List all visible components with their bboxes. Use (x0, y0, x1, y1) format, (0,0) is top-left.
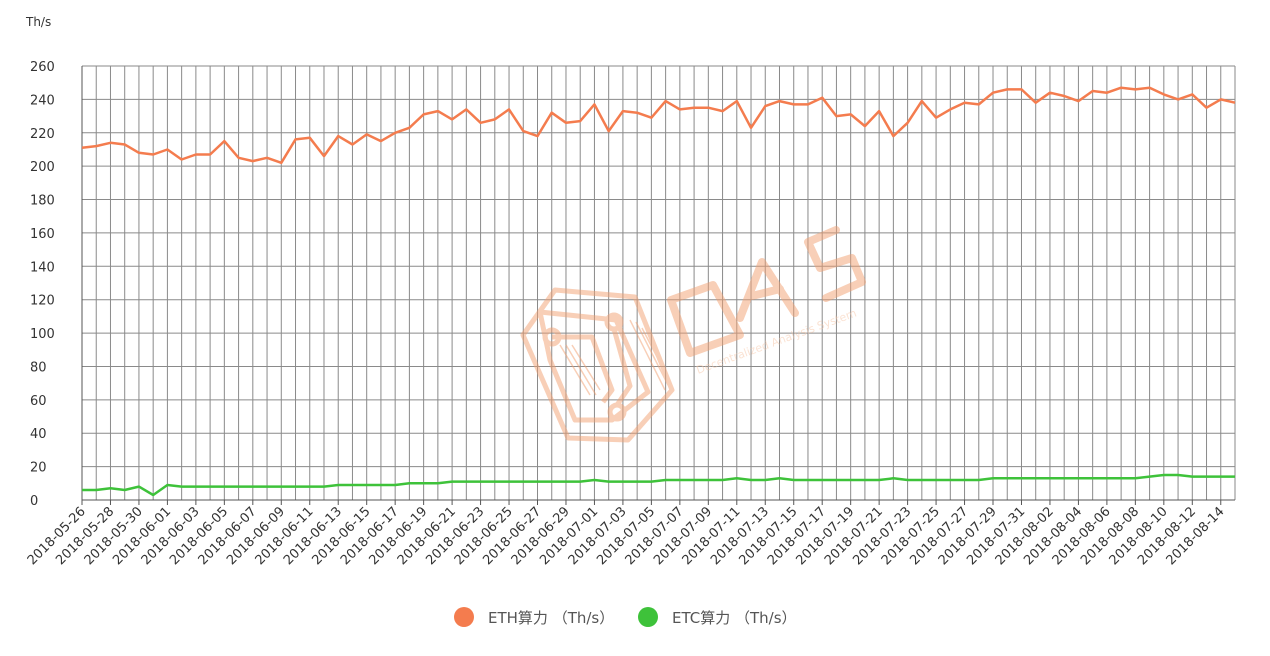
series-lines (81, 86, 1236, 497)
das-logo-icon (520, 287, 675, 443)
series-line-etc (82, 473, 1235, 497)
das-watermark: Decentralized Analysis System (520, 226, 866, 443)
y-tick-label: 140 (30, 260, 55, 275)
legend-label-etc[interactable]: ETC算力 （Th/s） (672, 609, 797, 627)
legend-label-eth[interactable]: ETH算力 （Th/s） (488, 609, 614, 627)
das-letters (667, 226, 866, 357)
y-tick-label: 80 (30, 360, 47, 375)
y-tick-label: 100 (30, 327, 55, 342)
das-logo-hatching (559, 319, 669, 396)
y-tick-label: 260 (30, 60, 55, 75)
y-tick-label: 240 (30, 93, 55, 108)
y-tick-label: 220 (30, 127, 55, 142)
series-line-eth (81, 86, 1236, 165)
y-tick-label: 0 (30, 494, 38, 509)
y-tick-label: 60 (30, 394, 47, 409)
legend-marker-etc[interactable] (638, 607, 658, 627)
legend-marker-eth[interactable] (454, 607, 474, 627)
y-axis-unit-label: Th/s (25, 15, 51, 29)
y-tick-label: 160 (30, 227, 55, 242)
legend: ETH算力 （Th/s） ETC算力 （Th/s） (454, 607, 797, 627)
y-tick-label: 200 (30, 160, 55, 175)
axes: 0204060801001201401601802002202402602018… (25, 15, 1235, 568)
grid-lines (81, 65, 1236, 501)
y-tick-label: 20 (30, 461, 47, 476)
y-tick-label: 180 (30, 194, 55, 209)
y-tick-label: 40 (30, 427, 47, 442)
y-tick-label: 120 (30, 294, 55, 309)
